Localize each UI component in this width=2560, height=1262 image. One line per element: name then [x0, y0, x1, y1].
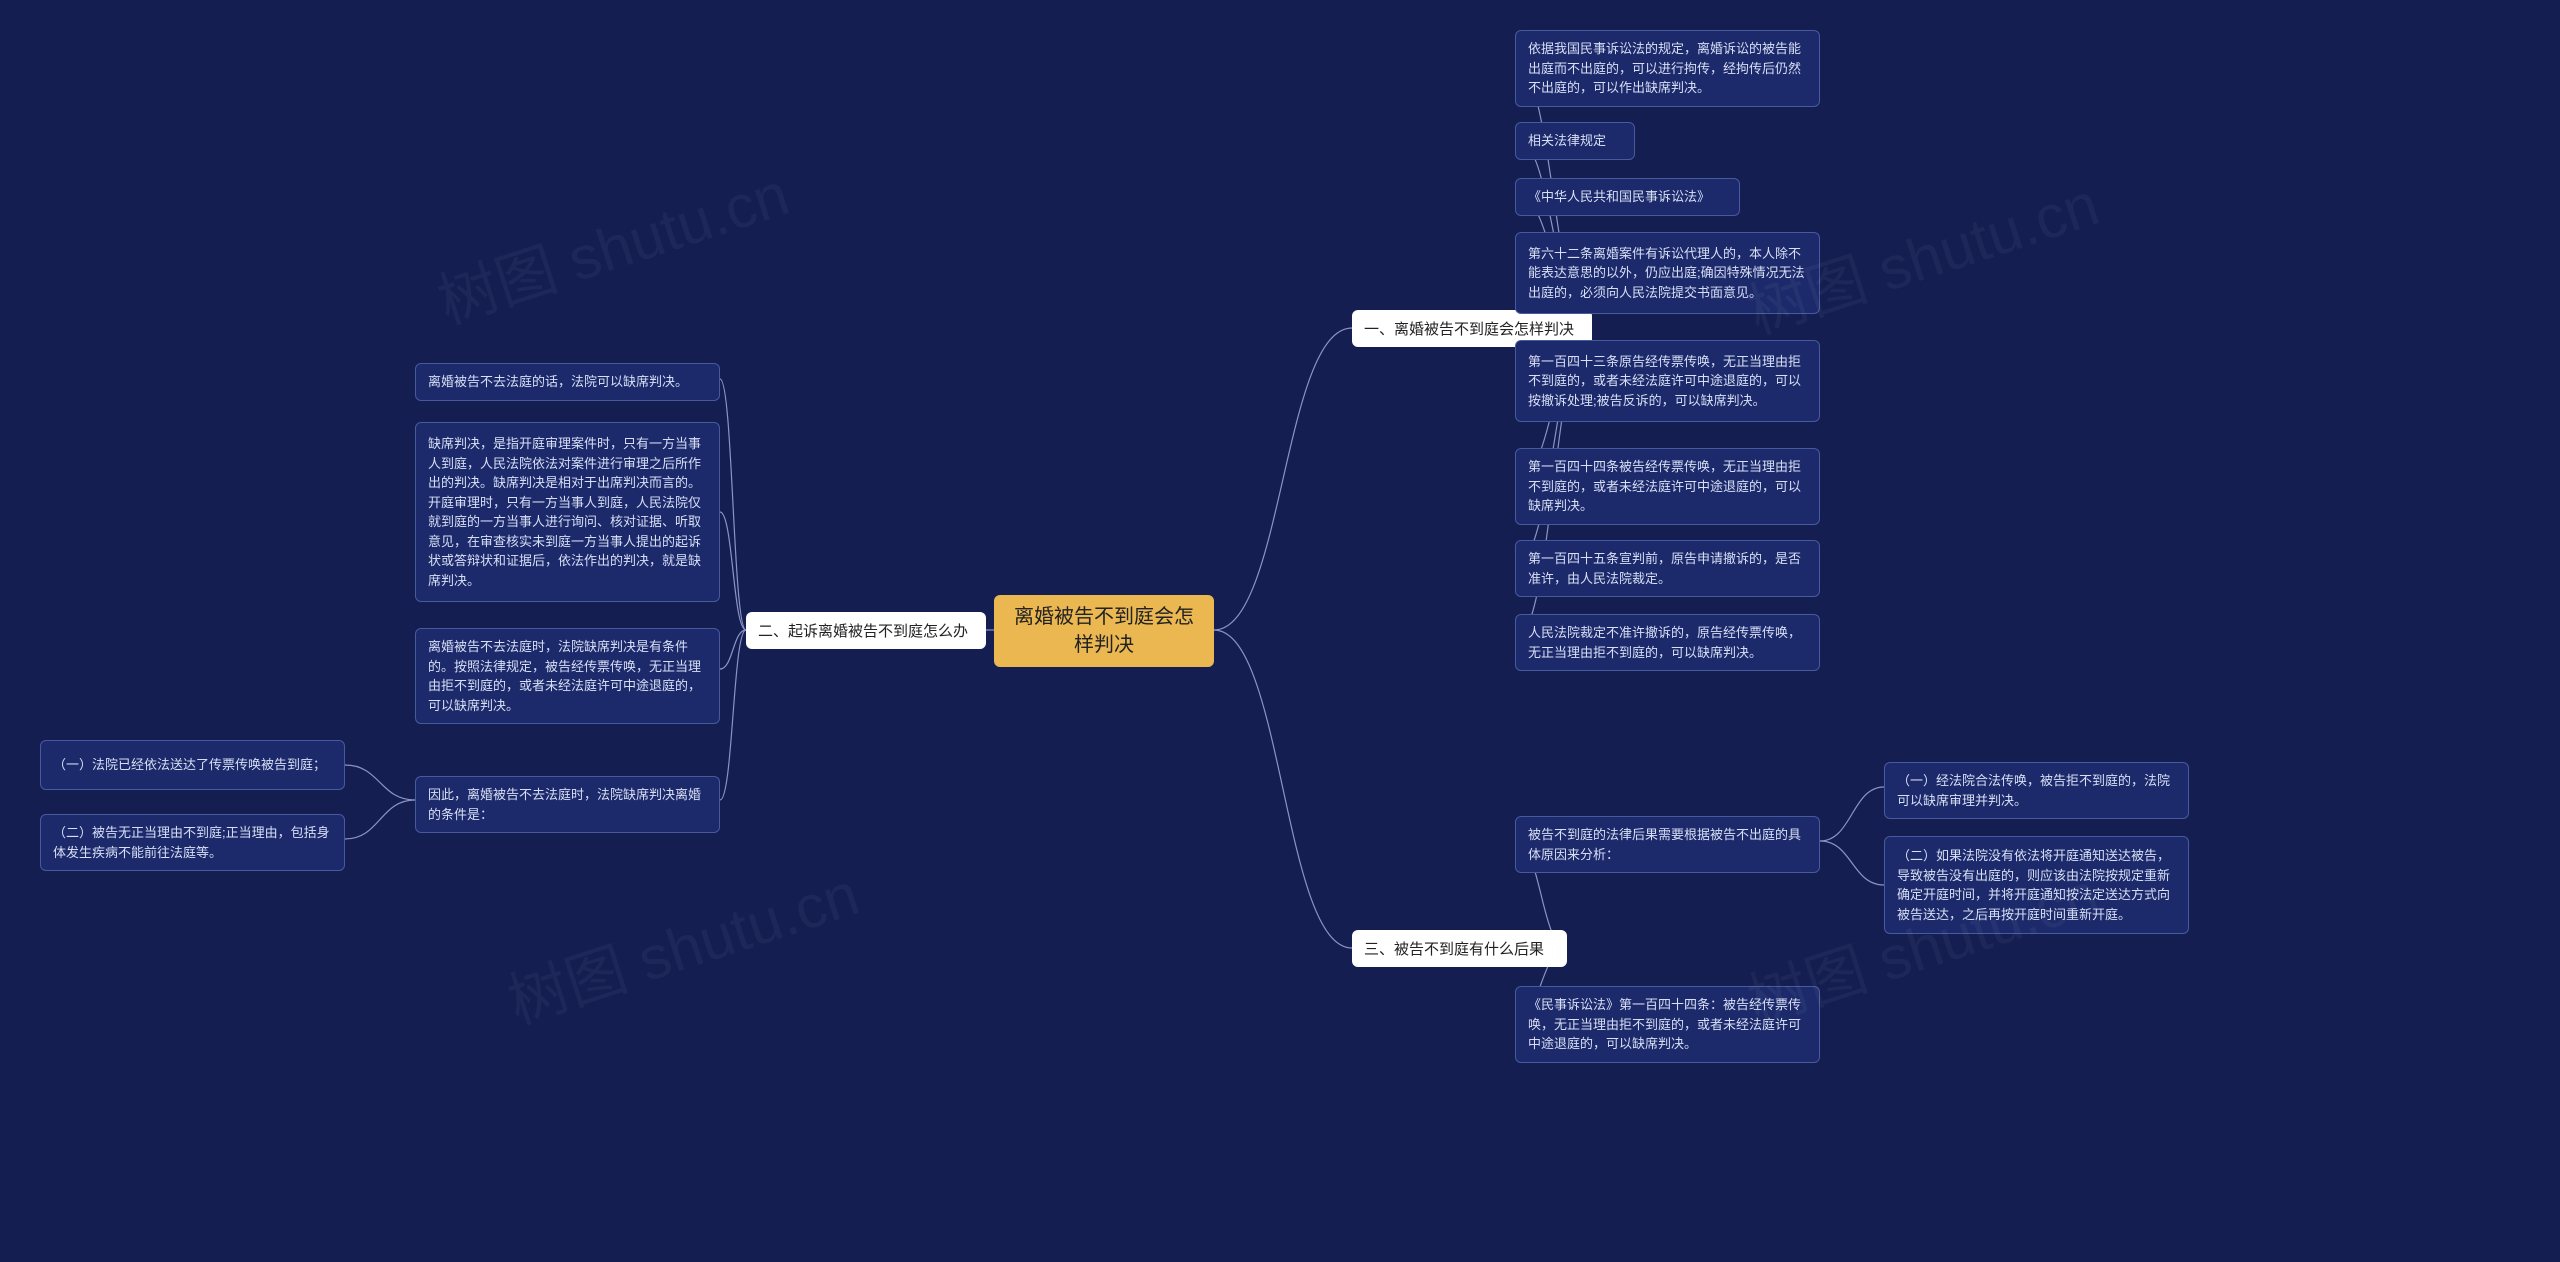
b3l2: 《民事诉讼法》第一百四十四条：被告经传票传唤，无正当理由拒不到庭的，或者未经法庭…: [1515, 986, 1820, 1063]
b2l1: 离婚被告不去法庭的话，法院可以缺席判决。: [415, 363, 720, 401]
b1l8: 人民法院裁定不准许撤诉的，原告经传票传唤，无正当理由拒不到庭的，可以缺席判决。: [1515, 614, 1820, 671]
b1l1: 依据我国民事诉讼法的规定，离婚诉讼的被告能出庭而不出庭的，可以进行拘传，经拘传后…: [1515, 30, 1820, 107]
b2l2: 缺席判决，是指开庭审理案件时，只有一方当事人到庭，人民法院依法对案件进行审理之后…: [415, 422, 720, 602]
b1l3: 《中华人民共和国民事诉讼法》: [1515, 178, 1740, 216]
b3l1: 被告不到庭的法律后果需要根据被告不出庭的具体原因来分析：: [1515, 816, 1820, 873]
b2l3: 离婚被告不去法庭时，法院缺席判决是有条件的。按照法律规定，被告经传票传唤，无正当…: [415, 628, 720, 724]
b3l1c1: （一）经法院合法传唤，被告拒不到庭的，法院可以缺席审理并判决。: [1884, 762, 2189, 819]
b1l5: 第一百四十三条原告经传票传唤，无正当理由拒不到庭的，或者未经法庭许可中途退庭的，…: [1515, 340, 1820, 422]
b1l4: 第六十二条离婚案件有诉讼代理人的，本人除不能表达意思的以外，仍应出庭;确因特殊情…: [1515, 232, 1820, 314]
b1l2: 相关法律规定: [1515, 122, 1635, 160]
watermark: 树图 shutu.cn: [495, 846, 868, 1041]
b1l7: 第一百四十五条宣判前，原告申请撤诉的，是否准许，由人民法院裁定。: [1515, 540, 1820, 597]
b2l4c2: （二）被告无正当理由不到庭;正当理由，包括身体发生疾病不能前往法庭等。: [40, 814, 345, 871]
b3l1c2: （二）如果法院没有依法将开庭通知送达被告，导致被告没有出庭的，则应该由法院按规定…: [1884, 836, 2189, 934]
b2l4c1: （一）法院已经依法送达了传票传唤被告到庭；: [40, 740, 345, 790]
watermark: 树图 shutu.cn: [425, 146, 798, 341]
b3: 三、被告不到庭有什么后果: [1352, 930, 1567, 967]
connectors-layer: [0, 0, 2560, 1262]
b1l6: 第一百四十四条被告经传票传唤，无正当理由拒不到庭的，或者未经法庭许可中途退庭的，…: [1515, 448, 1820, 525]
b2: 二、起诉离婚被告不到庭怎么办: [746, 612, 986, 649]
root-node: 离婚被告不到庭会怎样判决: [994, 595, 1214, 667]
b2l4: 因此，离婚被告不去法庭时，法院缺席判决离婚的条件是：: [415, 776, 720, 833]
